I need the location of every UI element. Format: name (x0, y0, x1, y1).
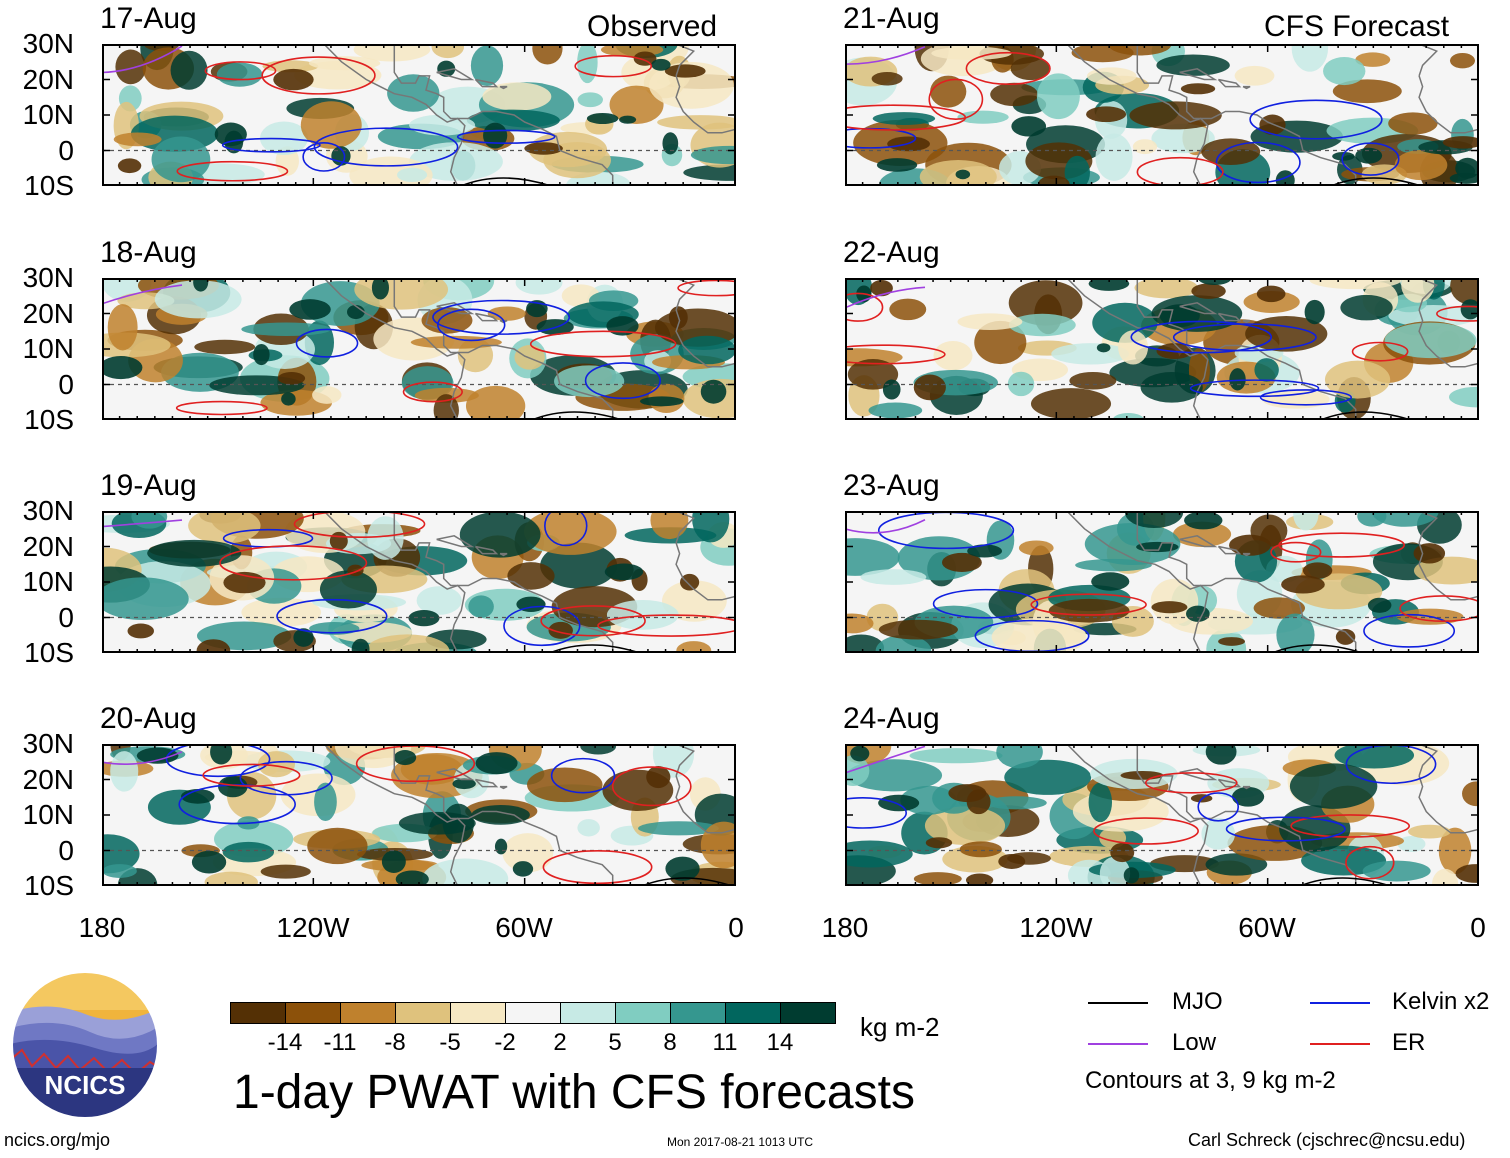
lat-label: 10S (24, 170, 74, 201)
map-panel-left-3 (102, 511, 736, 653)
lon-label: 60W (1238, 912, 1296, 943)
colorbar-tick-label: -5 (439, 1029, 461, 1056)
ncics-logo: NCICS (11, 971, 159, 1119)
legend-label-mjo: MJO (1172, 988, 1223, 1015)
colorbar-bin (615, 1002, 671, 1024)
colorbar-tick-label: -14 (267, 1029, 303, 1056)
colorbar-tick-label: -2 (494, 1029, 516, 1056)
lon-label: 60W (495, 912, 553, 943)
forecast-heading: CFS Forecast (1264, 10, 1450, 43)
panel-date-left-4: 20-Aug (100, 702, 197, 735)
lat-label: 0 (58, 369, 74, 400)
panel-date-left-3: 19-Aug (100, 469, 197, 502)
colorbar-bin (340, 1002, 396, 1024)
legend-line-er (1310, 1043, 1370, 1045)
colorbar-bin (395, 1002, 451, 1024)
lat-label: 0 (58, 835, 74, 866)
colorbar-tick-label: 14 (766, 1029, 794, 1056)
colorbar-units: kg m-2 (860, 1012, 940, 1042)
map-panel-right-1 (845, 44, 1479, 186)
colorbar-bin (285, 1002, 341, 1024)
map-panel-left-4 (102, 744, 736, 886)
colorbar-tick-label: -11 (323, 1029, 357, 1056)
lat-label: 20N (22, 64, 74, 95)
map-panel-left-2 (102, 278, 736, 420)
logo-text: NCICS (45, 1070, 126, 1100)
lat-label: 10S (24, 637, 74, 668)
map-panel-left-1 (102, 44, 736, 186)
lat-label: 20N (22, 298, 74, 329)
map-panel-right-4 (845, 744, 1479, 886)
colorbar-bin (450, 1002, 506, 1024)
lat-label: 10S (24, 404, 74, 435)
map-panel-right-3 (845, 511, 1479, 653)
figure-title: 1-day PWAT with CFS forecasts (233, 1066, 915, 1119)
lon-label: 0 (1470, 912, 1486, 943)
lon-label: 120W (1019, 912, 1093, 943)
lat-label: 10N (22, 99, 74, 130)
colorbar-bin (505, 1002, 561, 1024)
lon-label: 180 (821, 912, 869, 943)
colorbar-tick-label: 5 (608, 1029, 622, 1056)
lat-label: 30N (22, 495, 74, 526)
colorbar-bin (230, 1002, 286, 1024)
lat-label: 30N (22, 262, 74, 293)
legend-line-mjo (1088, 1002, 1148, 1004)
colorbar-tick-label: -8 (384, 1029, 406, 1056)
map-panel-right-2 (845, 278, 1479, 420)
colorbar-bin (560, 1002, 616, 1024)
legend-line-low (1088, 1043, 1148, 1045)
lon-label: 180 (78, 912, 126, 943)
panel-date-left-1: 17-Aug (100, 2, 197, 35)
lat-label: 10N (22, 333, 74, 364)
footer-timestamp: Mon 2017-08-21 1013 UTC (667, 1135, 814, 1149)
colorbar-tick-label: 2 (553, 1029, 567, 1056)
lat-label: 30N (22, 728, 74, 759)
lon-label: 0 (728, 912, 744, 943)
footer-author: Carl Schreck (cjschrec@ncsu.edu) (1188, 1130, 1466, 1150)
legend-note: Contours at 3, 9 kg m-2 (1085, 1067, 1336, 1094)
observed-heading: Observed (587, 10, 718, 43)
lat-label: 10S (24, 870, 74, 901)
lat-label: 0 (58, 602, 74, 633)
lat-label: 10N (22, 799, 74, 830)
colorbar-bin (670, 1002, 726, 1024)
lat-label: 0 (58, 135, 74, 166)
panel-date-left-2: 18-Aug (100, 236, 197, 269)
lat-label: 30N (22, 28, 74, 59)
panel-date-right-1: 21-Aug (843, 2, 940, 35)
colorbar-bin (725, 1002, 781, 1024)
colorbar-tick-label: 11 (712, 1029, 738, 1056)
panel-date-right-2: 22-Aug (843, 236, 940, 269)
lat-label: 10N (22, 566, 74, 597)
footer-url[interactable]: ncics.org/mjo (4, 1130, 111, 1150)
legend-label-low: Low (1172, 1029, 1217, 1056)
legend-label-er: ER (1392, 1029, 1426, 1056)
lat-label: 20N (22, 764, 74, 795)
legend-label-kelvin: Kelvin x2 (1392, 988, 1490, 1015)
colorbar-bin (780, 1002, 836, 1024)
panel-date-right-3: 23-Aug (843, 469, 940, 502)
colorbar-tick-label: 8 (663, 1029, 677, 1056)
legend-line-kelvin (1310, 1002, 1370, 1004)
lon-label: 120W (276, 912, 350, 943)
lat-label: 20N (22, 531, 74, 562)
panel-date-right-4: 24-Aug (843, 702, 940, 735)
